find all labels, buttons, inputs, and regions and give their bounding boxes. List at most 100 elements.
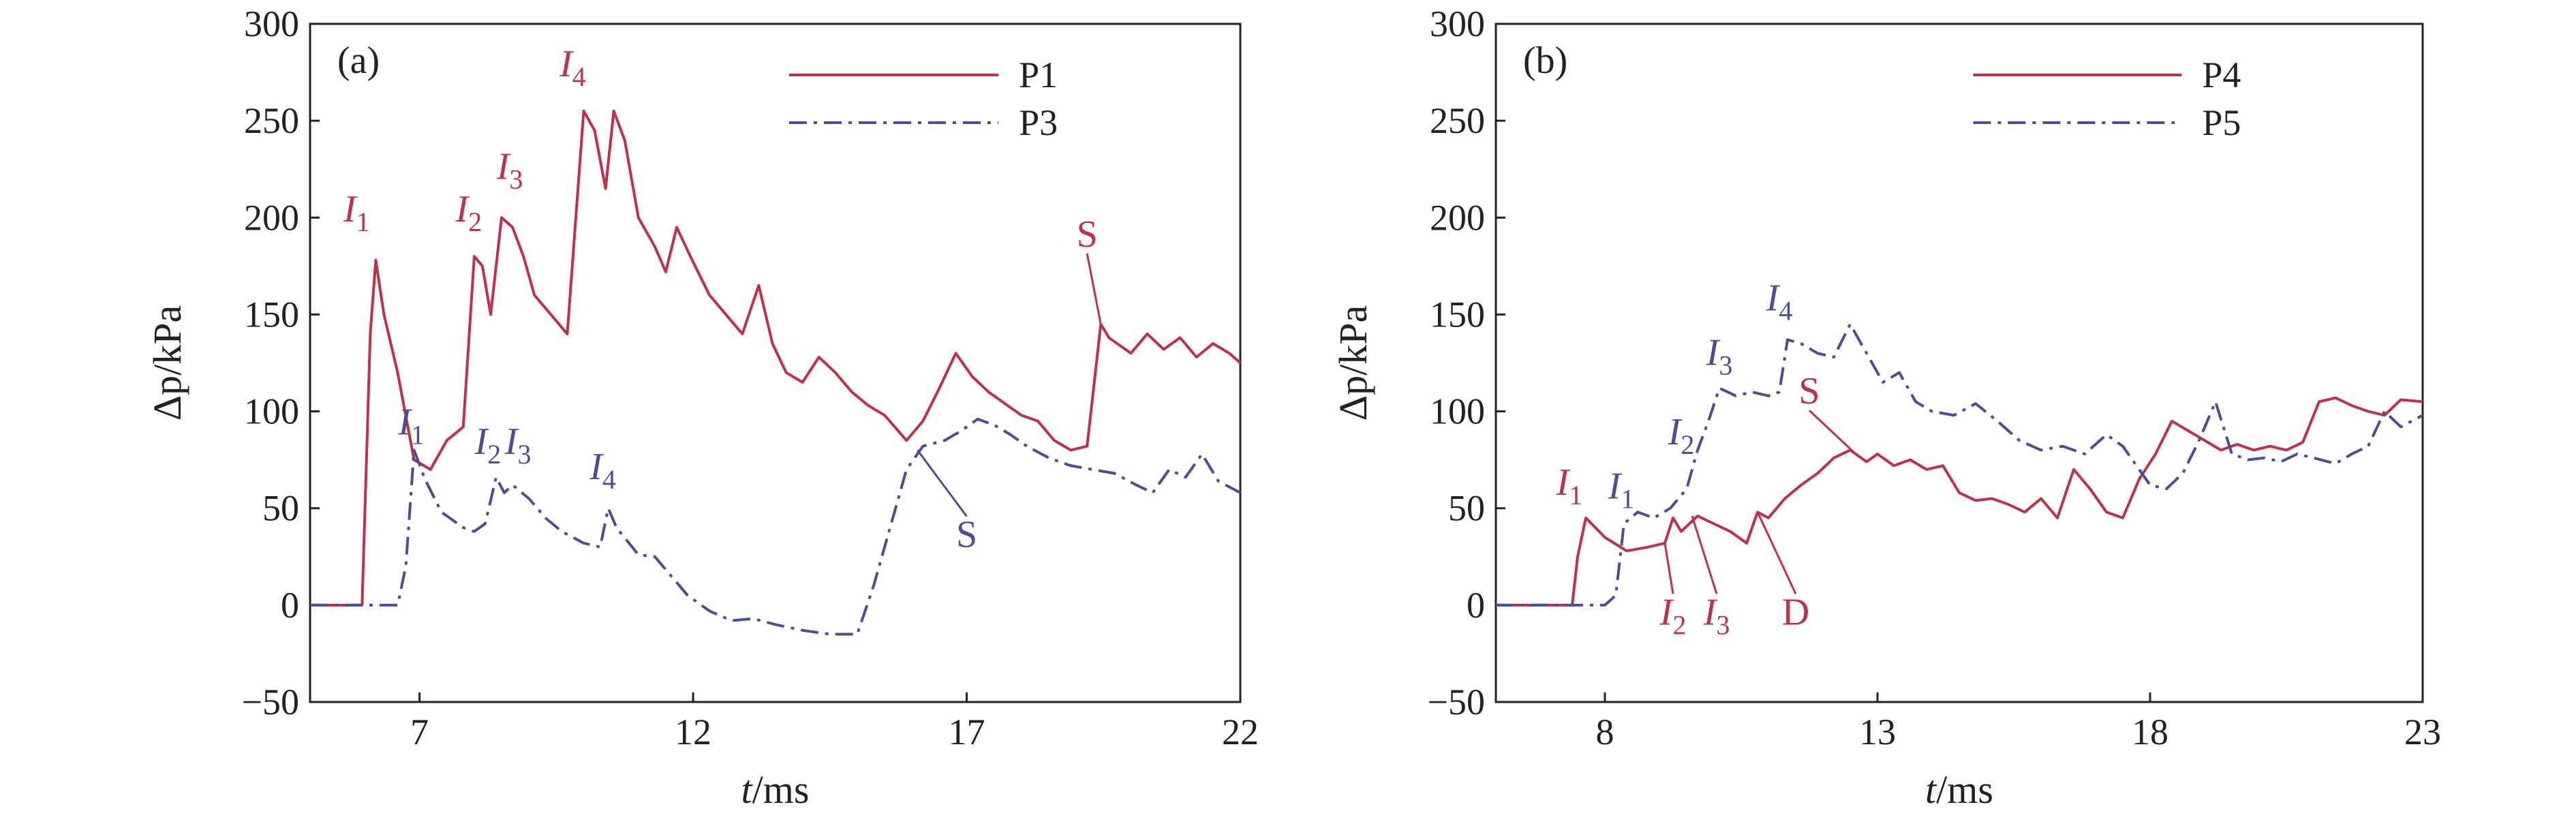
annotation-subscript: 1 xyxy=(1621,484,1634,515)
annotation-leader xyxy=(1808,410,1857,455)
annotation-letter: I xyxy=(397,401,412,444)
annotation-leader xyxy=(1086,253,1102,324)
annotation-blue-s: S xyxy=(956,514,977,556)
annotation-blue-i1: I1 xyxy=(397,401,425,451)
y-tick-label: 250 xyxy=(1430,100,1485,141)
series-line-p4 xyxy=(1496,396,2423,607)
annotation-letter: I xyxy=(1659,591,1674,633)
x-axis-unit: /ms xyxy=(1936,767,1993,812)
y-tick-label: 100 xyxy=(244,391,299,432)
x-tick-label: 13 xyxy=(1859,712,1896,752)
y-tick-label: 200 xyxy=(1430,197,1485,238)
annotation-red-i3: I3 xyxy=(1703,591,1730,640)
annotation-leader xyxy=(1691,515,1718,594)
annotation-red-i1: I1 xyxy=(343,188,370,237)
annotation-letter: I xyxy=(343,188,358,230)
annotation-subscript: 2 xyxy=(468,207,482,237)
y-tick-label: 0 xyxy=(281,585,299,626)
annotation-subscript: 1 xyxy=(411,420,425,451)
annotation-letter: I xyxy=(474,421,489,463)
annotation-subscript: 1 xyxy=(356,207,370,237)
y-axis-var: Δp xyxy=(1331,376,1375,421)
annotation-leader xyxy=(1663,543,1674,594)
x-axis-unit: /ms xyxy=(752,767,810,812)
annotation-blue-i1: I1 xyxy=(1608,466,1635,515)
annotation-blue-i4: I4 xyxy=(589,446,616,495)
y-tick-label: 0 xyxy=(1467,585,1485,626)
annotation-blue-i3: I3 xyxy=(504,421,532,470)
series-line-p1 xyxy=(310,109,1242,607)
annotation-subscript: 4 xyxy=(572,61,586,92)
annotation-subscript: 3 xyxy=(1719,350,1732,380)
annotation-red-i2: I2 xyxy=(1659,591,1687,640)
x-axis-title: t/ms xyxy=(741,767,810,812)
annotation-letter: I xyxy=(1706,331,1721,373)
y-tick-label: 50 xyxy=(262,488,299,529)
annotation-leader xyxy=(917,449,968,517)
annotation-blue-i2: I2 xyxy=(474,421,502,470)
series-line-p5 xyxy=(1496,322,2423,607)
y-axis-var: Δp xyxy=(145,376,189,421)
annotation-letter: I xyxy=(455,188,470,230)
x-tick-label: 22 xyxy=(1222,712,1259,752)
panel-label: (b) xyxy=(1523,40,1567,82)
legend-label-p3: P3 xyxy=(1019,102,1058,143)
y-tick-label: 50 xyxy=(1448,488,1485,529)
y-tick-label: 300 xyxy=(244,3,299,44)
annotation-subscript: 1 xyxy=(1569,480,1582,510)
y-axis-title: Δp/kPa xyxy=(145,305,189,421)
legend-label-p1: P1 xyxy=(1019,55,1058,95)
annotation-letter: I xyxy=(1608,466,1623,508)
y-tick-label: 100 xyxy=(1430,391,1485,432)
x-axis-var: t xyxy=(1925,767,1937,812)
annotation-red-i2: I2 xyxy=(455,188,482,237)
annotation-subscript: 4 xyxy=(1779,296,1792,326)
annotation-subscript: 3 xyxy=(517,439,531,470)
x-tick-label: 23 xyxy=(2404,712,2441,752)
series-line-p3 xyxy=(310,417,1241,636)
annotation-subscript: 3 xyxy=(509,164,523,194)
annotation-leader xyxy=(1756,511,1797,594)
y-axis-unit: /kPa xyxy=(1331,305,1375,376)
annotation-subscript: 4 xyxy=(602,464,616,495)
annotation-red-i4: I4 xyxy=(559,43,586,92)
annotation-letter: I xyxy=(1556,461,1571,504)
legend-label-p5: P5 xyxy=(2202,102,2241,143)
x-tick-label: 12 xyxy=(675,712,711,752)
x-tick-label: 7 xyxy=(410,712,429,752)
annotation-subscript: 2 xyxy=(1681,429,1694,460)
plot-frame xyxy=(1494,22,2424,703)
y-tick-label: 300 xyxy=(1430,3,1485,44)
annotation-blue-i4: I4 xyxy=(1766,277,1793,326)
annotation-letter: I xyxy=(504,421,519,463)
annotation-letter: I xyxy=(496,145,511,187)
y-tick-label: −50 xyxy=(1428,682,1485,722)
annotation-red-i3: I3 xyxy=(496,145,523,194)
y-tick-label: 150 xyxy=(1430,294,1485,335)
annotation-red-s: S xyxy=(1077,213,1098,256)
x-tick-label: 17 xyxy=(949,712,985,752)
legend-label-p4: P4 xyxy=(2202,55,2241,95)
annotation-blue-i3: I3 xyxy=(1706,331,1733,380)
annotation-red-s: S xyxy=(1798,370,1820,412)
x-axis-var: t xyxy=(741,767,754,812)
x-tick-label: 18 xyxy=(2132,712,2168,752)
y-tick-label: 150 xyxy=(244,294,299,335)
x-tick-label: 8 xyxy=(1596,712,1614,752)
y-tick-label: 250 xyxy=(244,100,299,141)
annotation-subscript: 2 xyxy=(487,439,501,470)
annotation-letter: I xyxy=(589,446,604,488)
annotation-letter: I xyxy=(1703,591,1718,633)
annotation-letter: I xyxy=(1766,277,1781,320)
y-axis-unit: /kPa xyxy=(145,305,189,376)
annotation-red-d: D xyxy=(1782,591,1809,633)
x-axis-title: t/ms xyxy=(1925,767,1993,812)
y-tick-label: −50 xyxy=(242,682,299,722)
panel-label: (a) xyxy=(337,40,380,82)
annotation-blue-i2: I2 xyxy=(1668,411,1695,460)
y-axis-title: Δp/kPa xyxy=(1331,305,1375,421)
annotation-subscript: 3 xyxy=(1716,609,1730,640)
